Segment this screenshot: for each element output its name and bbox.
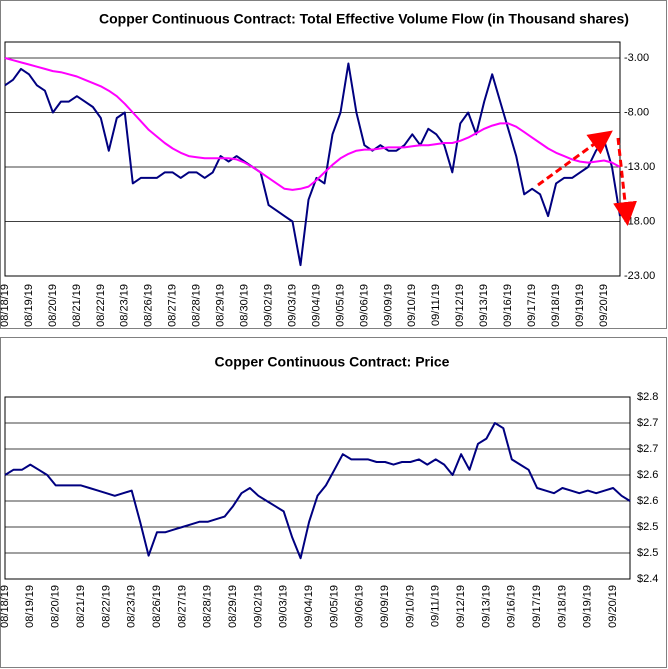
x-tick-label: 08/30/19 [239, 284, 251, 327]
x-tick-label: 09/12/19 [454, 284, 466, 327]
x-tick-label: 09/10/19 [404, 585, 416, 628]
x-tick-label: 09/04/19 [303, 585, 315, 628]
x-tick-label: 08/28/19 [202, 585, 214, 628]
x-tick-label: 08/23/19 [119, 284, 131, 327]
x-tick-label: 08/20/19 [50, 585, 62, 628]
data-line [4, 62, 621, 267]
x-tick-label: 09/03/19 [278, 585, 290, 628]
x-tick-label: 09/16/19 [502, 284, 514, 327]
x-tick-label: 08/18/19 [0, 284, 11, 327]
x-tick-label: 09/05/19 [334, 284, 346, 327]
x-tick-label: 09/04/19 [310, 284, 322, 327]
y-tick-label: -8.00 [624, 106, 649, 118]
x-tick-label: 09/13/19 [478, 284, 490, 327]
y-tick-label: $2.6 [637, 469, 658, 481]
x-tick-label: 08/19/19 [24, 585, 36, 628]
x-tick-label: 09/20/19 [607, 585, 619, 628]
x-tick-label: 09/05/19 [328, 585, 340, 628]
x-tick-label: 08/29/19 [215, 284, 227, 327]
x-tick-label: 09/06/19 [354, 585, 366, 628]
x-tick-label: 09/18/19 [550, 284, 562, 327]
y-tick-label: $2.7 [637, 443, 658, 455]
x-tick-label: 08/26/19 [143, 284, 155, 327]
chart-title: Copper Continuous Contract: Price [215, 354, 450, 370]
y-tick-label: $2.4 [637, 573, 658, 585]
y-tick-label: $2.5 [637, 521, 658, 533]
y-tick-label: -3.00 [624, 52, 649, 64]
x-tick-label: 09/13/19 [480, 585, 492, 628]
x-tick-label: 09/16/19 [506, 585, 518, 628]
x-tick-label: 08/20/19 [47, 284, 59, 327]
x-tick-label: 09/10/19 [406, 284, 418, 327]
x-tick-label: 08/27/19 [167, 284, 179, 327]
y-tick-label: $2.6 [637, 495, 658, 507]
x-tick-label: 08/29/19 [227, 585, 239, 628]
data-line [4, 422, 631, 560]
x-tick-label: 09/02/19 [252, 585, 264, 628]
x-tick-label: 09/03/19 [286, 284, 298, 327]
x-tick-label: 08/27/19 [176, 585, 188, 628]
x-tick-label: 09/19/19 [574, 284, 586, 327]
x-tick-label: 08/18/19 [0, 585, 11, 628]
plot-area [4, 396, 631, 580]
x-tick-label: 09/17/19 [526, 284, 538, 327]
x-tick-label: 09/18/19 [556, 585, 568, 628]
x-tick-label: 09/11/19 [430, 284, 442, 326]
y-tick-label: $2.8 [637, 391, 658, 403]
y-tick-label: -18.00 [624, 215, 655, 227]
plot-area [4, 41, 621, 277]
x-tick-label: 09/09/19 [382, 284, 394, 327]
y-tick-label: -23.00 [624, 270, 655, 282]
x-tick-label: 09/12/19 [455, 585, 467, 628]
annotation-arrow [537, 130, 613, 187]
x-tick-label: 08/22/19 [95, 284, 107, 327]
x-tick-label: 09/19/19 [582, 585, 594, 628]
x-tick-label: 08/26/19 [151, 585, 163, 628]
x-tick-label: 09/09/19 [379, 585, 391, 628]
chart-title: Copper Continuous Contract: Total Effect… [99, 11, 629, 27]
y-tick-label: $2.5 [637, 547, 658, 559]
x-tick-label: 08/28/19 [191, 284, 203, 327]
x-tick-label: 08/19/19 [23, 284, 35, 327]
annotation-arrow [613, 137, 637, 226]
x-tick-label: 09/11/19 [430, 585, 442, 627]
x-tick-label: 08/23/19 [126, 585, 138, 628]
x-tick-label: 08/21/19 [71, 284, 83, 327]
data-line [4, 57, 621, 191]
y-tick-label: $2.7 [637, 417, 658, 429]
x-tick-label: 09/20/19 [598, 284, 610, 327]
y-tick-label: -13.00 [624, 161, 655, 173]
x-tick-label: 09/06/19 [358, 284, 370, 327]
x-tick-label: 09/17/19 [531, 585, 543, 628]
x-tick-label: 08/21/19 [75, 585, 87, 628]
x-tick-label: 09/02/19 [262, 284, 274, 327]
x-tick-label: 08/22/19 [100, 585, 112, 628]
